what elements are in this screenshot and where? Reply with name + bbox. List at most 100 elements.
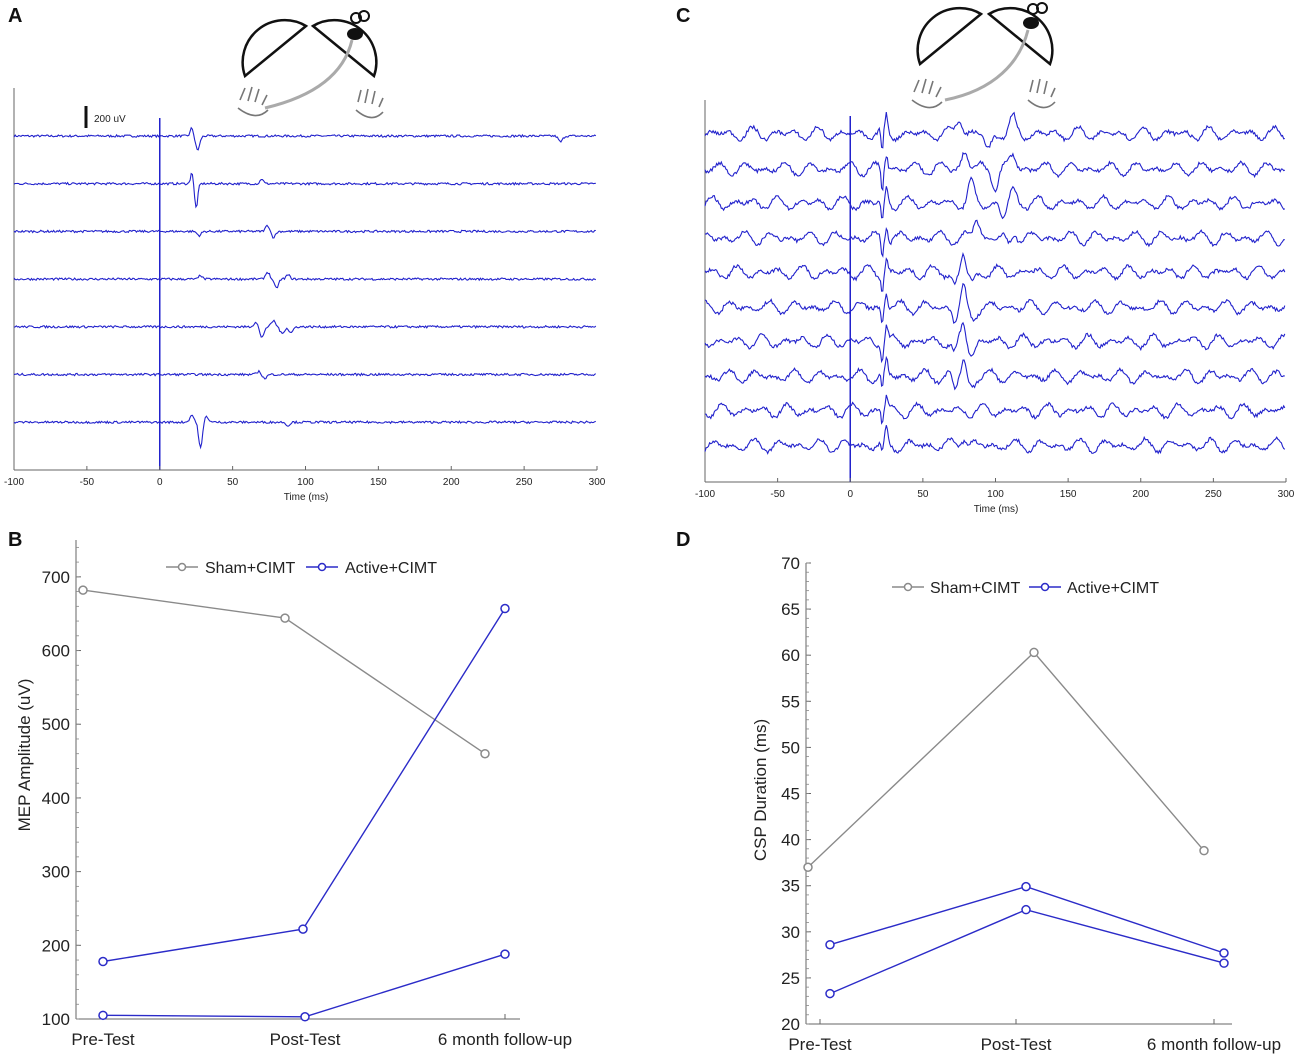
legend-marker-active: [1040, 582, 1050, 592]
data-point: [280, 613, 290, 623]
emg-trace: [13, 172, 596, 209]
emg-trace: [704, 151, 1285, 193]
emg-trace: [13, 271, 597, 289]
x-tick-label: Post-Test: [270, 1030, 341, 1049]
legend-marker-sham: [903, 582, 913, 592]
panel-b-mep-chart: 100 200 300 400 500 600 700 Pre-Test Post-Test 6 …: [15, 540, 572, 1049]
y-tick-label: 65: [781, 600, 800, 619]
y-tick-label: 35: [781, 877, 800, 896]
legend-sham-d: Sham+CIMT: [930, 580, 1020, 597]
x-tick-label: -100: [695, 489, 715, 500]
x-tick-label: 150: [1060, 489, 1077, 500]
panel-label-d: D: [676, 529, 690, 551]
x-tick-label: 6 month follow-up: [1147, 1035, 1281, 1054]
data-point: [480, 748, 490, 759]
data-point: [98, 956, 108, 967]
series-line: [102, 953, 506, 1018]
data-point: [1021, 881, 1031, 892]
panel-c-emg-traces: -100 -50 0 50 100 150 200 250 300 Time (ms): [695, 100, 1295, 515]
data-point: [1029, 647, 1039, 658]
emg-trace: [704, 394, 1286, 425]
legend-sham-b: Sham+CIMT: [205, 560, 295, 577]
y-tick-label: 500: [42, 715, 70, 734]
x-tick-label: Pre-Test: [71, 1030, 135, 1049]
x-tick-label: 100: [297, 477, 314, 488]
data-point: [298, 924, 308, 934]
data-point: [825, 988, 835, 999]
y-tick-label: 25: [781, 969, 800, 988]
data-point: [500, 603, 510, 614]
x-tick-label: -100: [4, 477, 24, 488]
x-tick-label: -50: [80, 477, 95, 488]
emg-trace: [704, 219, 1285, 258]
x-tick-label: 150: [370, 477, 387, 488]
y-tick-label: 20: [781, 1015, 800, 1034]
emg-trace: [704, 282, 1286, 324]
series-line: [829, 885, 1225, 954]
y-tick-label: 300: [42, 863, 70, 882]
y-tick-label: 30: [781, 923, 800, 942]
x-tick-label: Post-Test: [981, 1035, 1052, 1054]
x-tick-label: 50: [227, 477, 239, 488]
panel-d-csp-chart: 20 25 30 35 40 45 50 55 60 65 70 Pre-Test Post-Test 6…: [751, 554, 1281, 1054]
y-tick-label: 200: [42, 936, 70, 955]
emg-trace: [13, 369, 597, 380]
x-tick-label: 100: [987, 489, 1004, 500]
legend-active-b: Active+CIMT: [345, 560, 437, 577]
y-tick-label: 55: [781, 692, 800, 711]
data-point: [1219, 958, 1229, 968]
y-tick-label: 600: [42, 642, 70, 661]
data-point: [1021, 904, 1031, 915]
emg-trace: [13, 224, 596, 239]
emg-trace: [704, 425, 1286, 455]
series-line: [807, 651, 1205, 868]
emg-trace: [704, 176, 1286, 220]
data-point: [1199, 845, 1209, 856]
emg-trace: [704, 355, 1285, 391]
x-tick-label: 250: [516, 477, 533, 488]
x-tick-label: 50: [917, 489, 929, 500]
y-tick-label: 70: [781, 554, 800, 573]
brain-stimulation-illustration-a: [237, 10, 384, 119]
legend-b: Sham+CIMT Active+CIMT: [166, 560, 437, 577]
y-tick-label: 700: [42, 568, 70, 587]
x-tick-label: 300: [589, 477, 606, 488]
brain-stimulation-illustration-c: [911, 2, 1056, 109]
x-tick-label: 250: [1205, 489, 1222, 500]
x-tick-label: Pre-Test: [788, 1035, 852, 1054]
x-axis-label-c: Time (ms): [974, 504, 1019, 515]
emg-trace: [704, 251, 1286, 292]
data-point: [500, 949, 510, 959]
data-point: [300, 1012, 310, 1022]
y-tick-label: 400: [42, 789, 70, 808]
legend-marker-active: [317, 562, 327, 572]
x-tick-label: 0: [157, 477, 163, 488]
y-axis-label-b: MEP Amplitude (uV): [15, 679, 34, 832]
series-line: [102, 608, 506, 963]
panel-label-c: C: [676, 5, 690, 27]
y-tick-label: 60: [781, 646, 800, 665]
y-tick-label: 40: [781, 831, 800, 850]
emg-trace: [704, 321, 1286, 364]
legend-active-d: Active+CIMT: [1067, 580, 1159, 597]
data-point: [803, 862, 813, 873]
x-axis-label-a: Time (ms): [284, 492, 329, 503]
x-tick-label: 300: [1278, 489, 1295, 500]
panel-label-b: B: [8, 529, 22, 551]
data-point: [78, 585, 88, 595]
emg-trace: [704, 111, 1285, 149]
y-axis-label-d: CSP Duration (ms): [751, 719, 770, 861]
emg-trace: [13, 319, 597, 338]
data-point: [98, 1010, 108, 1021]
y-tick-label: 50: [781, 738, 800, 757]
y-tick-label: 100: [42, 1010, 70, 1029]
x-tick-label: -50: [770, 489, 785, 500]
x-tick-label: 6 month follow-up: [438, 1030, 572, 1049]
series-line: [829, 908, 1225, 995]
x-tick-label: 0: [847, 489, 853, 500]
emg-trace: [13, 414, 596, 450]
panel-a-emg-traces: 200 uV -100 -50 0 50 100 150 200 250 300 Time (m…: [4, 88, 606, 503]
panel-label-a: A: [8, 5, 22, 27]
legend-d: Sham+CIMT Active+CIMT: [892, 580, 1159, 597]
